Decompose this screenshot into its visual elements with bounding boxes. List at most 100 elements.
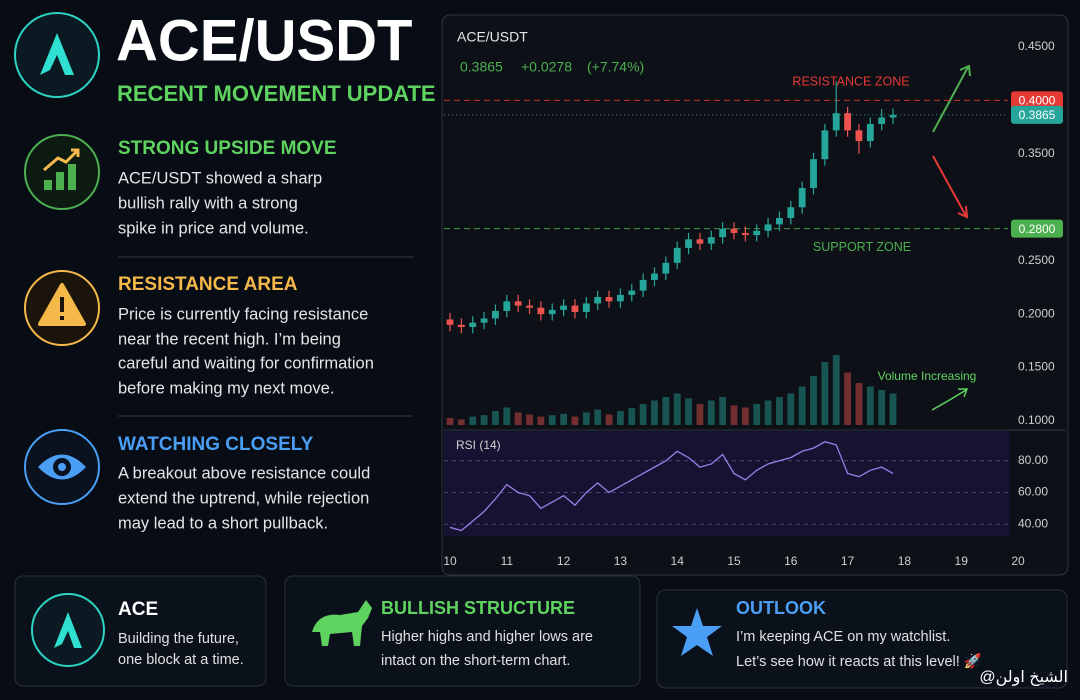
watermark: @الشيخ اولن: [979, 669, 1068, 687]
candle-body: [651, 273, 658, 280]
card-text: Let’s see how it reacts at this level! 🚀: [736, 652, 982, 670]
card: [284, 575, 641, 687]
volume-bar: [866, 386, 874, 425]
volume-bar: [582, 412, 590, 425]
candle-body: [628, 290, 636, 295]
candle-body: [696, 239, 704, 244]
candle-body: [730, 228, 738, 233]
candle-body: [844, 113, 852, 131]
y-tick-label: 0.2000: [1018, 306, 1055, 320]
price: 0.3865: [460, 59, 503, 75]
section-title: WATCHING CLOSELY: [118, 434, 314, 455]
card-title: OUTLOOK: [736, 598, 826, 618]
candle-body: [855, 130, 863, 142]
level-badge: [1011, 105, 1063, 124]
x-tick-label: 20: [1011, 554, 1025, 568]
price-change-pct: (+7.74%): [587, 59, 644, 75]
candle-body: [639, 279, 647, 291]
candle-body: [480, 318, 488, 323]
candle-body: [616, 294, 624, 302]
volume-bar: [639, 404, 647, 425]
card-text: intact on the short-term chart.: [381, 653, 570, 669]
icon-bar: [44, 180, 52, 190]
title: ACE/USDT: [116, 8, 412, 73]
candle-body: [560, 305, 568, 310]
candle-body: [446, 319, 454, 325]
candle-body: [492, 310, 499, 319]
chart-title: ACE/USDT: [457, 29, 528, 45]
icon-excl: [60, 316, 64, 320]
candle-body: [832, 113, 840, 131]
x-tick-label: 18: [898, 554, 912, 568]
candle-body: [798, 188, 806, 208]
annotation: Volume Increasing: [878, 369, 977, 383]
y-tick-label: 0.1500: [1018, 360, 1055, 374]
level-name: SUPPORT ZONE: [813, 240, 911, 254]
rsi-line: [449, 441, 894, 532]
volume-bar: [707, 400, 715, 425]
section-text: may lead to a short pullback.: [118, 514, 328, 532]
volume-bar: [480, 415, 488, 425]
volume-bar: [526, 414, 533, 425]
candle-body: [889, 114, 897, 118]
card-title: ACE: [118, 599, 158, 620]
candle-body: [764, 224, 772, 231]
candle-body: [514, 301, 522, 306]
candle-body: [548, 309, 556, 315]
y-tick-label: 0.2500: [1018, 253, 1055, 267]
volume-bar: [855, 383, 863, 425]
y-tick-label: 0.3500: [1018, 146, 1055, 160]
volume-bar: [616, 411, 624, 425]
volume-bar: [810, 376, 817, 425]
candle-body: [741, 232, 749, 236]
card-text: I’m keeping ACE on my watchlist.: [736, 629, 950, 645]
price-change: +0.0278: [521, 59, 572, 75]
volume-bar: [764, 400, 772, 425]
card-text: Building the future,: [118, 631, 239, 647]
volume-bar: [503, 407, 511, 425]
volume-bar: [457, 419, 465, 425]
icon-pupil-core: [58, 463, 66, 471]
candle-body: [526, 305, 533, 308]
candle-body: [662, 262, 670, 274]
section-text: spike in price and volume.: [118, 219, 309, 237]
volume-bar: [844, 372, 852, 425]
volume-bar: [741, 407, 749, 425]
volume-bar: [798, 386, 806, 425]
card-text: Higher highs and higher lows are: [381, 629, 593, 645]
level-name: RESISTANCE ZONE: [792, 75, 909, 89]
rsi-tick-label: 40.00: [1018, 516, 1048, 530]
x-tick-label: 19: [955, 554, 969, 568]
up-arrow: [932, 64, 971, 133]
section-text: bullish rally with a strong: [118, 194, 298, 212]
level-badge: [1011, 91, 1063, 110]
candle-body: [469, 322, 477, 327]
section-title: RESISTANCE AREA: [118, 274, 298, 295]
logo-mark: [40, 33, 74, 75]
volume-bar: [776, 397, 783, 425]
x-tick-label: 13: [614, 554, 628, 568]
volume-bar: [787, 393, 795, 425]
candle-body: [594, 297, 602, 304]
volume-bar: [662, 397, 670, 425]
rsi-tick-label: 60.00: [1018, 485, 1048, 499]
candle-body: [582, 303, 590, 313]
x-tick-label: 12: [557, 554, 571, 568]
volume-bar: [469, 416, 477, 425]
volume-bar: [560, 413, 568, 425]
candle-body: [537, 307, 545, 315]
candle-body: [673, 247, 681, 263]
x-tick-label: 10: [443, 554, 457, 568]
volume-bar: [594, 409, 602, 425]
section-text: before making my next move.: [118, 379, 334, 397]
level-badge: [1011, 219, 1063, 238]
level-label: 0.2800: [1019, 222, 1056, 236]
x-tick-label: 16: [784, 554, 798, 568]
volume-bar: [821, 362, 829, 425]
section-text: Price is currently facing resistance: [118, 305, 368, 323]
candle-body: [719, 228, 727, 238]
candle-body: [787, 207, 795, 218]
volume-bar: [673, 393, 681, 425]
volume-bar: [730, 405, 738, 425]
